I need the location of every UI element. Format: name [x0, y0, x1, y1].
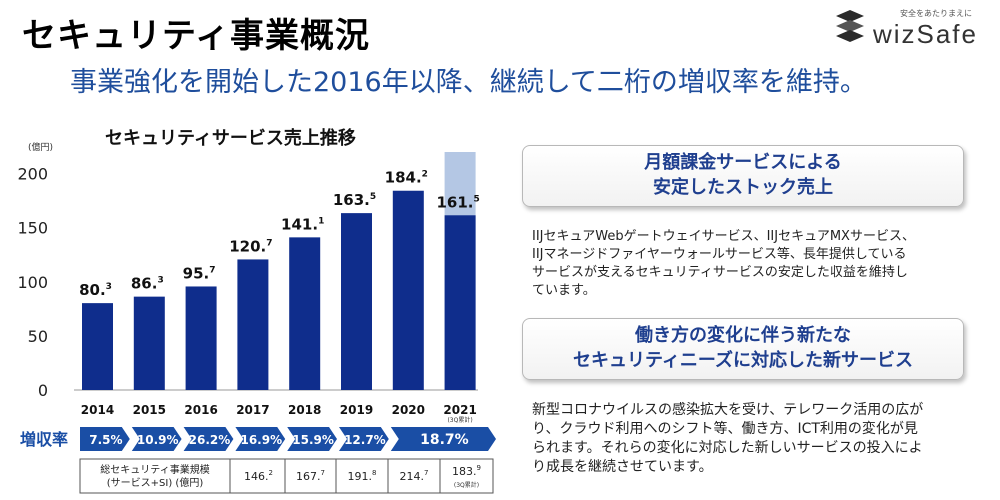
bar-2021 — [444, 215, 476, 390]
callout-new-services: 働き方の変化に伴う新たな セキュリティニーズに対応した新サービス — [522, 318, 964, 380]
growth-arrow — [339, 427, 389, 451]
growth-value: 26.2% — [189, 433, 231, 447]
total-table — [79, 458, 494, 494]
table-cell-note: (3Q累計) — [454, 481, 479, 489]
callout-title-line2: セキュリティニーズに対応した新サービス — [572, 350, 914, 371]
bar-2015 — [133, 296, 165, 390]
data-label-2020: 184.2 — [385, 169, 428, 187]
bar-2014 — [82, 303, 113, 390]
table-row-label: (サービス+SI) (億円) — [107, 476, 204, 489]
y-tick-label: 50 — [28, 327, 48, 346]
data-label-2019: 163.5 — [333, 191, 376, 209]
chart-title: セキュリティサービス売上推移 — [105, 128, 356, 149]
callout-title-line1: 月額課金サービスによる — [644, 152, 842, 173]
x-tick-note: (3Q累計) — [447, 416, 472, 424]
callout-title-line1: 働き方の変化に伴う新たな — [635, 325, 851, 346]
x-tick-label: 2014 — [81, 403, 114, 417]
description-line: 新型コロナウイルスの感染拡大を受け、テレワーク活用の広が — [532, 402, 924, 418]
data-label-2018: 141.1 — [281, 215, 324, 233]
description-line: り成長を継続させています。 — [532, 459, 713, 475]
growth-label: 増収率 — [20, 430, 68, 449]
growth-value: 10.9% — [137, 433, 179, 447]
growth-arrow — [80, 427, 130, 451]
logo-tagline: 安全をあたりまえに — [900, 9, 972, 18]
x-tick-label: 2018 — [288, 403, 321, 417]
table-row-label: 総セキュリティ事業規模 — [100, 463, 209, 476]
callout-title-line2: 安定したストック売上 — [653, 177, 833, 198]
growth-value: 16.9% — [240, 433, 282, 447]
x-tick-label: 2020 — [392, 403, 425, 417]
data-label-2021: 161.5 — [436, 193, 479, 211]
page-subtitle: 事業強化を開始した2016年以降、継続して二桁の増収率を維持。 — [70, 67, 867, 98]
growth-arrow — [183, 427, 234, 451]
x-tick-label: 2015 — [133, 403, 166, 417]
table-cell: 191.8 — [348, 469, 377, 483]
x-tick-label: 2021 — [443, 403, 476, 417]
table-cell: 183.9 — [452, 464, 481, 478]
callout-description: IIJセキュアWebゲートウェイサービス、IIJセキュアMXサービス、 IIJマ… — [532, 228, 972, 300]
callout-description: 新型コロナウイルスの感染拡大を受け、テレワーク活用の広が り、クラウド利用へのシ… — [532, 401, 982, 477]
description-line: られます。それらの変化に対応した新しいサービスの投入によ — [532, 440, 923, 456]
description-line: ています。 — [532, 283, 596, 298]
x-tick-label: 2016 — [184, 403, 217, 417]
description-line: り、クラウド利用へのシフト等、働き方、ICT利用の変化が見 — [532, 421, 918, 437]
bar-2018 — [289, 237, 321, 390]
y-tick-label: 0 — [38, 381, 48, 400]
logo-name: wizSafe — [872, 19, 978, 49]
data-label-2016: 95.7 — [183, 264, 216, 282]
sales-chart: (億円) 0 50 100 150 200 80.3 2014 86.3 2015 95.7 2016… — [17, 141, 496, 494]
y-tick-label: 100 — [17, 273, 48, 292]
data-label-2017: 120.7 — [229, 237, 272, 255]
x-tick-label: 2019 — [340, 403, 373, 417]
y-tick-label: 200 — [17, 165, 48, 184]
x-tick-label: 2017 — [236, 403, 269, 417]
table-cell: 146.2 — [244, 469, 273, 483]
data-label-2015: 86.3 — [131, 275, 164, 293]
growth-value: 7.5% — [89, 433, 122, 447]
table-cell: 214.7 — [400, 469, 429, 483]
page-title: セキュリティ事業概況 — [22, 16, 370, 56]
description-line: サービスが支えるセキュリティサービスの安定した収益を維持し — [532, 265, 908, 280]
growth-arrow — [287, 427, 337, 451]
bar-2020 — [392, 190, 424, 390]
description-line: IIJマネージドファイヤーウォールサービス等、長年提供している — [532, 247, 907, 262]
bar-2019 — [341, 213, 372, 390]
growth-value: 12.7% — [344, 433, 386, 447]
callout-stock-revenue: 月額課金サービスによる 安定したストック売上 — [522, 145, 964, 207]
bar-2017 — [237, 259, 269, 390]
growth-arrow — [235, 427, 286, 451]
bar-2016 — [185, 286, 217, 390]
table-cell: 167.7 — [296, 469, 325, 483]
wizsafe-logo-icon — [836, 10, 864, 42]
y-axis-label: (億円) — [28, 141, 53, 153]
data-label-2014: 80.3 — [79, 281, 112, 299]
growth-value: 18.7% — [420, 432, 469, 448]
growth-value: 15.9% — [292, 433, 334, 447]
growth-arrow — [390, 427, 496, 451]
y-tick-label: 150 — [17, 219, 48, 238]
description-line: IIJセキュアWebゲートウェイサービス、IIJセキュアMXサービス、 — [532, 229, 915, 244]
growth-arrow — [131, 427, 182, 451]
